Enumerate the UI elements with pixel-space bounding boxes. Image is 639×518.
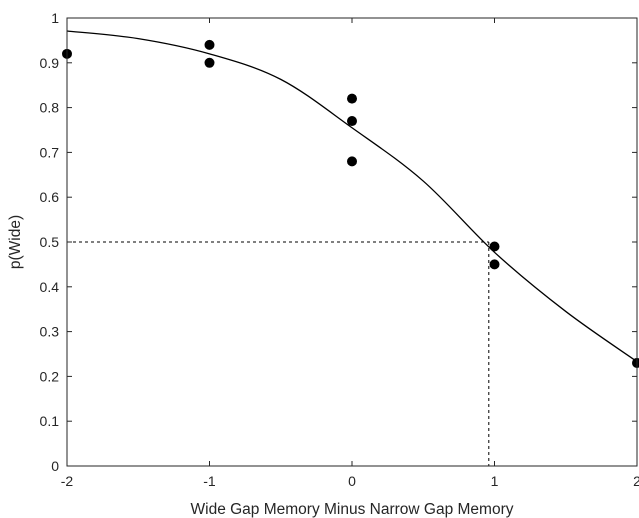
- y-tick-label: 0.1: [40, 413, 60, 429]
- y-tick-label: 0: [51, 458, 59, 474]
- y-axis: 0 0.1 0.2 0.3 0.4 0.5 0.6 0.7 0.8 0.9 1: [40, 10, 637, 474]
- y-tick-label: 0.2: [40, 368, 60, 384]
- y-tick-label: 0.6: [40, 189, 60, 205]
- y-axis-label: p(Wide): [7, 215, 24, 269]
- data-point: [204, 57, 215, 68]
- fit-curve-layer: [66, 30, 638, 363]
- x-tick-label: -2: [61, 473, 74, 489]
- x-axis: -2 -1 0 1 2: [61, 18, 639, 489]
- data-point: [347, 116, 357, 127]
- y-tick-label: 0.7: [40, 144, 60, 160]
- y-tick-label: 0.9: [40, 55, 60, 71]
- x-tick-label: 2: [633, 473, 639, 489]
- y-tick-label: 0.8: [40, 100, 60, 116]
- data-point: [347, 156, 357, 167]
- y-tick-label: 0.5: [40, 234, 60, 250]
- y-tick-label: 0.3: [40, 324, 60, 340]
- y-tick-label: 1: [51, 10, 59, 26]
- data-point: [347, 93, 357, 104]
- x-axis-label: Wide Gap Memory Minus Narrow Gap Memory: [191, 501, 514, 518]
- fit-curve: [66, 30, 638, 363]
- data-point: [489, 259, 500, 270]
- data-point: [204, 39, 215, 50]
- data-point: [489, 241, 500, 252]
- x-tick-label: 0: [348, 473, 356, 489]
- reference-lines: [67, 241, 490, 466]
- y-tick-label: 0.4: [40, 279, 60, 295]
- x-tick-label: 1: [491, 473, 499, 489]
- x-tick-label: -1: [203, 473, 216, 489]
